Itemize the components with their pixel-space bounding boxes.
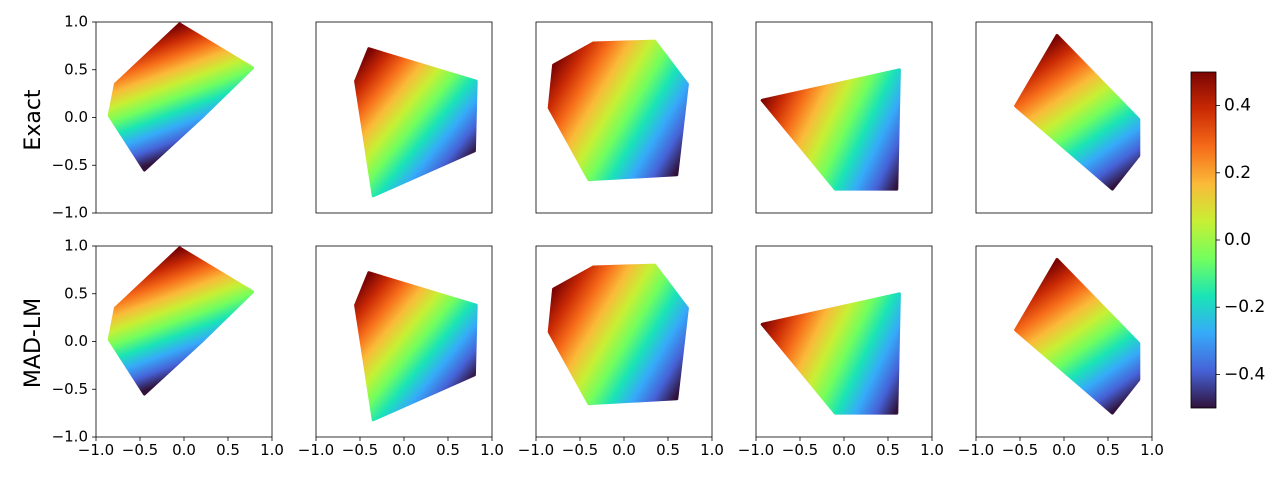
data-region	[547, 39, 689, 182]
x-tick-label: −1.0	[738, 441, 774, 459]
axes-frame	[975, 21, 1153, 214]
colorbar: 0.4 0.2 0.0 −0.2 −0.4	[1190, 71, 1265, 409]
colorbar-tick-label: −0.2	[1224, 297, 1265, 317]
panel-r1-c2	[315, 21, 493, 214]
y-tick-label: −1.0	[52, 428, 88, 446]
x-tick-label: −0.5	[562, 441, 598, 459]
colorbar-tick-label: 0.0	[1224, 230, 1251, 250]
panel-r1-c1: −1.0 −0.5 0.0 0.5 1.0	[52, 13, 273, 222]
row-label-exact: Exact	[21, 89, 46, 150]
axes-frame	[755, 21, 933, 214]
x-tick-label: −0.5	[122, 441, 158, 459]
data-region	[354, 47, 478, 198]
x-tick-label: 0.0	[612, 441, 636, 459]
axes-frame	[535, 21, 713, 214]
y-tick-label: −1.0	[52, 204, 88, 222]
x-tick-label: 0.5	[1096, 441, 1120, 459]
panel-r2-c3: −1.0 −0.5 0.0 0.5 1.0	[518, 245, 724, 459]
y-tick-label: 1.0	[64, 237, 88, 255]
data-region	[107, 246, 255, 396]
data-region	[760, 68, 901, 191]
x-tick-label: 0.0	[392, 441, 416, 459]
y-tick-label: 0.0	[64, 108, 88, 126]
row-label-mad-lm: MAD-LM	[21, 298, 46, 388]
panel-r1-c3	[535, 21, 713, 214]
data-region	[547, 263, 689, 406]
x-tick-label: 1.0	[920, 441, 944, 459]
x-tick-label: 0.0	[172, 441, 196, 459]
panel-r2-c1: −1.0 −0.5 0.0 0.5 1.0 −1.0 −0.5 0.0 0.5 1.0	[52, 237, 284, 460]
panel-grid: −1.0 −0.5 0.0 0.5 1.0 −1.0 −0.5 0.0 0.5 1.0 −1.0 −0…	[52, 13, 1164, 460]
x-tick-label: 0.0	[1052, 441, 1076, 459]
data-region	[1014, 33, 1141, 191]
row-labels: Exact MAD-LM	[21, 89, 46, 388]
x-tick-label: 0.0	[832, 441, 856, 459]
axes-frame	[315, 21, 493, 214]
x-tick-label: −1.0	[298, 441, 334, 459]
data-region	[107, 22, 255, 172]
y-tick-label: 1.0	[64, 13, 88, 31]
panel-r2-c2: −1.0 −0.5 0.0 0.5 1.0	[298, 245, 504, 459]
x-tick-label: 1.0	[1140, 441, 1164, 459]
x-tick-label: −0.5	[782, 441, 818, 459]
panel-r2-c5: −1.0 −0.5 0.0 0.5 1.0	[958, 245, 1164, 459]
data-region	[1014, 257, 1141, 415]
y-tick-label: 0.5	[64, 60, 88, 78]
data-region	[354, 271, 478, 422]
panel-r1-c5	[975, 21, 1153, 214]
colorbar-tick-label: 0.4	[1224, 96, 1251, 116]
x-tick-label: 0.5	[436, 441, 460, 459]
y-tick-label: 0.5	[64, 284, 88, 302]
x-tick-label: 0.5	[216, 441, 240, 459]
x-tick-label: −0.5	[1002, 441, 1038, 459]
x-tick-label: 0.5	[876, 441, 900, 459]
x-tick-label: −1.0	[518, 441, 554, 459]
x-tick-label: −1.0	[958, 441, 994, 459]
x-tick-label: 1.0	[480, 441, 504, 459]
x-tick-label: 1.0	[700, 441, 724, 459]
y-tick-label: 0.0	[64, 332, 88, 350]
x-tick-label: 1.0	[260, 441, 284, 459]
y-tick-label: −0.5	[52, 380, 88, 398]
x-tick-label: −0.5	[342, 441, 378, 459]
data-region	[760, 292, 901, 415]
colorbar-tick-label: −0.4	[1224, 364, 1265, 384]
colorbar-scale	[1190, 71, 1217, 409]
x-tick-label: 0.5	[656, 441, 680, 459]
panel-r2-c4: −1.0 −0.5 0.0 0.5 1.0	[738, 245, 944, 459]
x-tick-label: −1.0	[78, 441, 114, 459]
panel-r1-c4	[755, 21, 933, 214]
colorbar-tick-label: 0.2	[1224, 163, 1251, 183]
y-tick-label: −0.5	[52, 156, 88, 174]
